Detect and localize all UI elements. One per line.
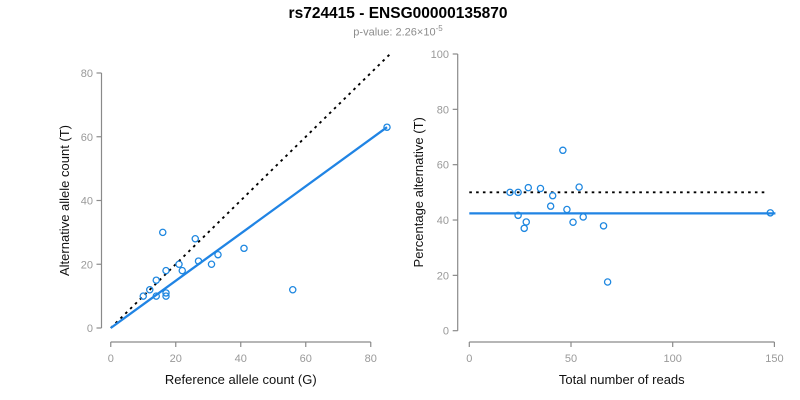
data-point xyxy=(207,260,216,268)
y-tick-label: 60 xyxy=(437,160,449,172)
data-point xyxy=(536,184,545,193)
data-point xyxy=(599,222,608,230)
data-point xyxy=(178,266,186,275)
data-point xyxy=(158,228,167,237)
x-tick-label: 150 xyxy=(765,353,783,365)
y-tick-label: 40 xyxy=(81,196,93,208)
y-tick-label: 20 xyxy=(81,259,93,271)
data-point xyxy=(191,234,199,243)
data-point xyxy=(559,146,567,155)
subtitle-exponent: -5 xyxy=(435,24,443,33)
data-point xyxy=(575,183,583,191)
figure-title: rs724415 - ENSG00000135870 xyxy=(288,5,508,22)
y-axis: 0 20 40 60 80 Alternative allele count (T) xyxy=(57,68,103,335)
y-tick-label: 40 xyxy=(437,215,449,227)
y-tick-label: 100 xyxy=(431,49,449,61)
x-tick-label: 40 xyxy=(235,353,247,365)
x-tick-label: 60 xyxy=(300,353,312,365)
allele-count-scatter: 0 20 40 60 80 Reference allele count (G) 0 20 40… xyxy=(57,53,391,387)
x-axis-title: Total number of reads xyxy=(559,372,685,387)
data-point xyxy=(766,209,775,217)
y-tick-label: 60 xyxy=(81,132,93,144)
y-tick-label: 0 xyxy=(87,323,93,335)
points xyxy=(506,146,775,286)
data-point xyxy=(162,289,170,297)
fit-line xyxy=(110,126,388,329)
data-point xyxy=(514,188,522,197)
y-tick-label: 80 xyxy=(437,104,449,116)
data-point xyxy=(152,292,160,300)
y-axis-title: Percentage alternative (T) xyxy=(411,117,426,267)
data-point xyxy=(520,224,528,233)
y-tick-label: 20 xyxy=(437,270,449,282)
data-point xyxy=(162,266,170,275)
y-axis-title: Alternative allele count (T) xyxy=(57,125,72,276)
data-point xyxy=(506,188,514,197)
data-point xyxy=(145,285,154,294)
data-point xyxy=(548,191,557,200)
data-point xyxy=(194,257,203,265)
x-tick-label: 100 xyxy=(664,353,682,365)
data-point xyxy=(524,183,533,192)
subtitle-main: p-value: 2.26×10 xyxy=(353,26,436,39)
data-point xyxy=(288,285,297,294)
x-axis: 0 20 40 60 80 Reference allele count (G) xyxy=(108,341,377,387)
data-point xyxy=(383,123,391,131)
data-point xyxy=(569,218,577,226)
x-tick-label: 50 xyxy=(565,353,577,365)
y-tick-label: 0 xyxy=(443,326,449,338)
data-point xyxy=(603,278,612,286)
data-point xyxy=(546,202,555,210)
data-point xyxy=(563,205,571,214)
figure-subtitle: p-value: 2.26×10-5 xyxy=(0,24,796,39)
y-tick-label: 80 xyxy=(81,68,93,80)
percentage-vs-reads-scatter: 0 50 100 150 Total number of reads 0 20 40 60 80 1… xyxy=(411,49,784,387)
data-point xyxy=(162,292,170,300)
data-point xyxy=(139,292,147,300)
x-axis: 0 50 100 150 Total number of reads xyxy=(466,341,784,387)
x-tick-label: 20 xyxy=(170,353,182,365)
data-point xyxy=(214,250,222,259)
data-point xyxy=(522,218,531,226)
points xyxy=(139,123,391,300)
x-axis-title: Reference allele count (G) xyxy=(165,372,317,387)
identity-line xyxy=(110,53,391,329)
x-tick-label: 80 xyxy=(365,353,377,365)
data-point xyxy=(152,276,160,284)
x-tick-label: 0 xyxy=(108,353,114,365)
x-tick-label: 0 xyxy=(466,353,472,365)
y-axis: 0 20 40 60 80 100 Percentage alternative (T) xyxy=(411,49,459,338)
data-point xyxy=(175,260,183,268)
data-point xyxy=(240,244,248,253)
data-point xyxy=(514,211,522,220)
data-point xyxy=(579,213,587,221)
